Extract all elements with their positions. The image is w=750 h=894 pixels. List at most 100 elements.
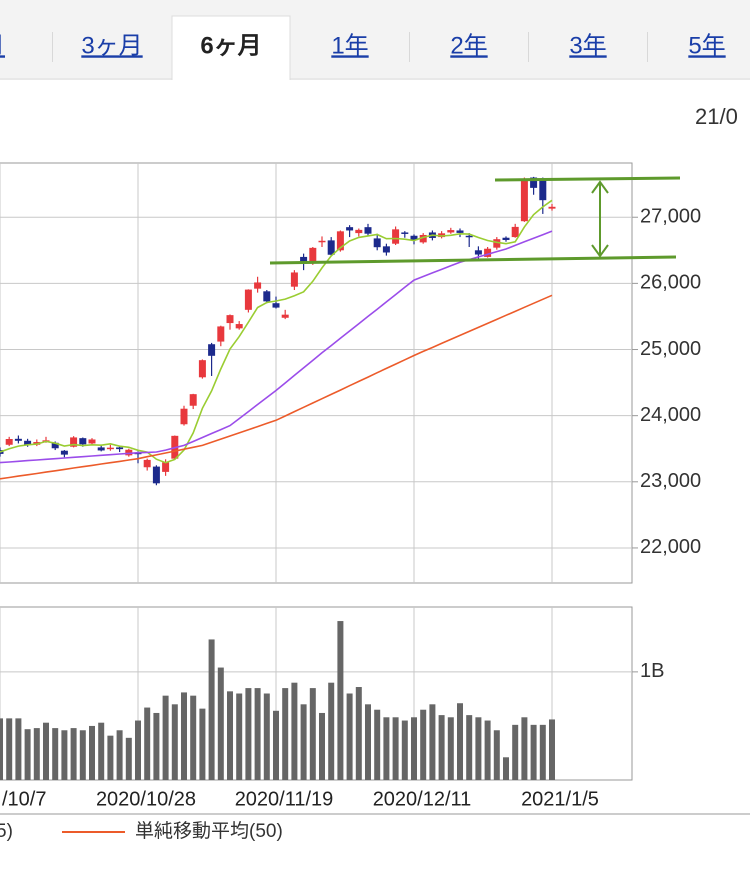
candle-body: [254, 282, 262, 289]
candle-body: [346, 227, 354, 231]
arrow-head: [591, 180, 609, 194]
y-tick-label: 25,000: [640, 338, 701, 360]
candle-body: [520, 179, 528, 222]
volume-bar: [79, 730, 86, 780]
volume-bar: [199, 708, 206, 780]
tab[interactable]: 3ヶ月: [81, 32, 142, 59]
candle-body: [208, 344, 216, 356]
volume-bar: [98, 722, 105, 780]
volume-bar: [365, 704, 371, 780]
candle-body: [226, 315, 234, 324]
volume-bar: [300, 704, 307, 780]
candle-body: [24, 440, 32, 445]
tab[interactable]: 2年: [450, 32, 487, 59]
candle-body: [438, 233, 446, 238]
y-tick-label: 23,000: [640, 470, 701, 492]
x-tick-label: 2021/1/5: [521, 788, 599, 810]
volume-bar: [70, 728, 77, 780]
volume-bar: [171, 704, 178, 780]
candle-body: [106, 447, 114, 450]
tab[interactable]: 6ヶ月: [200, 32, 261, 59]
volume-bar: [484, 720, 491, 780]
candle-body: [548, 206, 556, 209]
volume-bar: [217, 667, 224, 780]
volume-bar: [346, 693, 353, 780]
candle-body: [447, 230, 455, 233]
candle-body: [484, 248, 492, 257]
grid: 22,000 23,000 24,000 25,000 26,000 27,000 1B/1…: [0, 163, 701, 810]
candle-body: [51, 442, 59, 449]
candle-body: [502, 237, 510, 240]
candle-body: [465, 235, 473, 238]
candle-body: [300, 256, 308, 264]
volume-bar: [539, 724, 546, 780]
volume-bar: [438, 715, 445, 780]
candle-body: [79, 438, 87, 445]
candle-body: [88, 439, 96, 444]
volume-bar: [328, 682, 335, 780]
candle-body: [511, 226, 519, 238]
y-tick-label: 24,000: [640, 404, 701, 426]
volume-bar: [107, 735, 114, 780]
volume-bar: [181, 692, 187, 780]
volume-bar: [291, 682, 298, 780]
legend: 5) 単純移動平均(50): [0, 820, 283, 842]
candle-body: [180, 408, 188, 425]
candle-body: [14, 438, 22, 441]
y-tick-label: 27,000: [640, 206, 701, 228]
y-tick-label: 22,000: [640, 536, 701, 558]
volume-bar: [429, 704, 436, 780]
candle-body: [318, 240, 326, 243]
volume-bar: [263, 693, 270, 780]
candle-body: [60, 450, 68, 455]
candle-body: [539, 178, 547, 201]
volume-bar: [493, 730, 500, 780]
tab[interactable]: 3年: [569, 32, 606, 59]
volume-bar: [208, 639, 215, 780]
candle-body: [382, 246, 390, 253]
volume-bar: [503, 757, 509, 780]
volume-bar: [61, 730, 68, 780]
moving-average-line: [0, 294, 553, 480]
volume-bar: [144, 707, 151, 780]
volume-bar: [125, 737, 132, 780]
volume-bar: [227, 691, 233, 780]
candle-body: [309, 247, 317, 264]
volume-bar: [6, 718, 13, 780]
volume-bar: [466, 715, 473, 780]
volume-bar: [236, 693, 243, 780]
volume-bar: [447, 717, 454, 780]
volume-bar: [245, 688, 252, 780]
annotation-line: [269, 255, 677, 265]
candle-body: [198, 360, 206, 378]
volume-bar: [135, 720, 141, 780]
candle-body: [272, 303, 280, 308]
candle-body: [281, 314, 289, 318]
volume-bar: [392, 717, 399, 780]
date-header: 21/0: [695, 104, 738, 129]
x-tick-label: 2020/11/19: [235, 788, 334, 810]
tab[interactable]: 5年: [688, 32, 725, 59]
legend-label: 単純移動平均(50): [135, 820, 283, 842]
candle-body: [143, 459, 151, 468]
volume-bar: [549, 719, 555, 780]
volume-bar: [401, 720, 408, 780]
volume-bar: [420, 709, 427, 780]
volume-bar: [411, 717, 417, 780]
candle-body: [336, 231, 344, 251]
moving-average-line: [0, 230, 553, 464]
candle-body: [355, 229, 363, 234]
marks: [0, 176, 556, 780]
tab[interactable]: 1年: [331, 32, 368, 59]
price-panel: [0, 162, 633, 584]
candle-body: [493, 239, 501, 248]
volume-bar: [309, 688, 316, 780]
candle-body: [392, 229, 400, 244]
x-tick-label: /10/7: [2, 788, 46, 810]
candle-body: [235, 324, 243, 329]
candle-body: [217, 326, 225, 342]
y-tick-label: 1B: [640, 660, 664, 682]
tab[interactable]: 月: [0, 32, 5, 59]
volume-bar: [521, 717, 528, 780]
